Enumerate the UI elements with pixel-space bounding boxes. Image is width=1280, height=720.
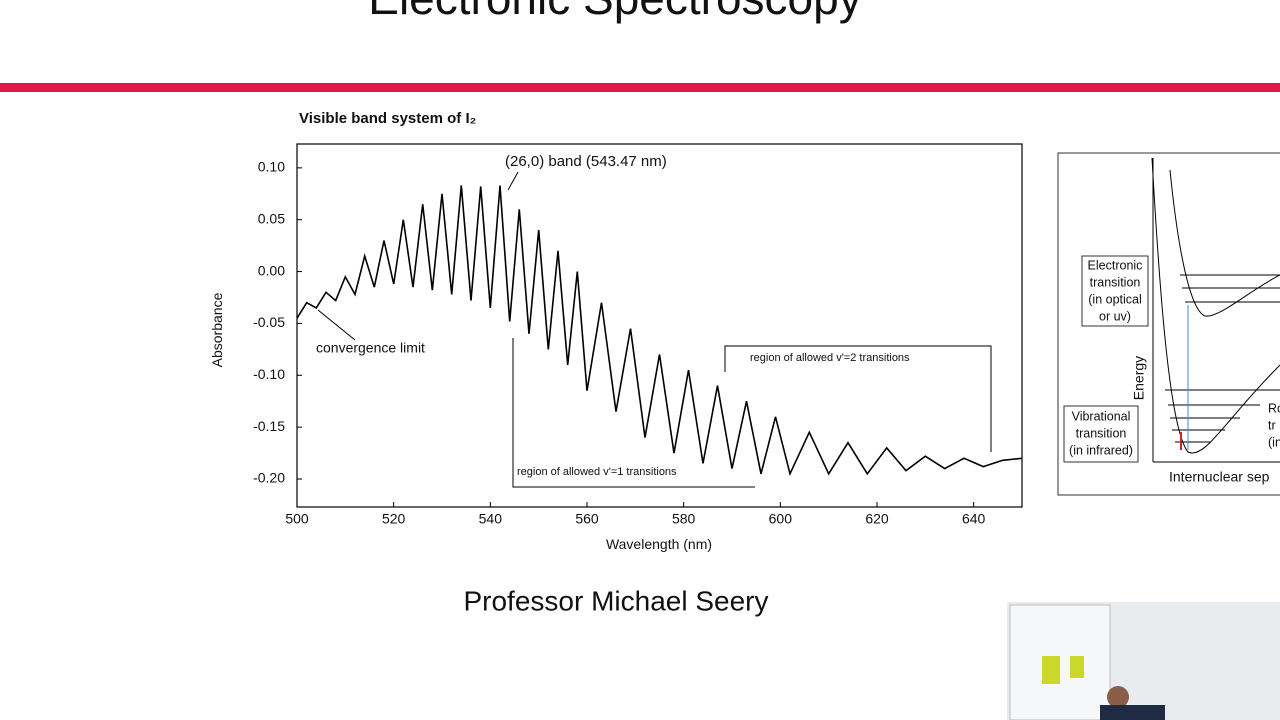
diagram-x-label: Internuclear sep	[1169, 469, 1270, 485]
diagram-label: Electronic	[1088, 258, 1143, 272]
diagram-label: or uv)	[1099, 309, 1131, 323]
y-tick-label: -0.05	[253, 314, 285, 330]
presenter: Professor Michael Seery	[463, 585, 768, 616]
diagram-label: transition	[1076, 426, 1127, 440]
y-tick-label: -0.15	[253, 418, 285, 434]
y-tick-label: -0.10	[253, 366, 285, 382]
diagram-label: (in infrared)	[1069, 443, 1133, 457]
diagram-label: tr	[1268, 418, 1276, 432]
x-tick-label: 620	[865, 511, 889, 527]
annotation: convergence limit	[316, 340, 425, 356]
x-tick-label: 500	[285, 511, 309, 527]
electronic-box	[1081, 255, 1149, 327]
diagram-label: (in optical	[1088, 292, 1142, 306]
title-rule	[0, 83, 1280, 92]
x-tick-label: 540	[479, 511, 503, 527]
x-tick-label: 640	[962, 511, 986, 527]
annotation: region of allowed v'=1 transitions	[517, 466, 677, 478]
levels	[1152, 158, 1280, 463]
annotation: region of allowed v'=2 transitions	[750, 352, 910, 364]
energy-label: Energy	[1131, 356, 1147, 400]
diagram-label: transition	[1090, 275, 1141, 289]
ground-curve	[1151, 157, 1280, 454]
annotation-arrow	[317, 309, 356, 341]
webcam-person	[1100, 705, 1165, 720]
vibrational-box	[1063, 405, 1139, 463]
y-axis-label: Absorbance	[209, 292, 225, 367]
chart-title: Visible band system of I₂	[299, 110, 476, 127]
y-tick-label: 0.10	[258, 159, 285, 175]
x-tick-label: 580	[672, 511, 696, 527]
slide-title: Electronic Spectroscopy	[368, 0, 861, 24]
webcam-sign	[1042, 656, 1060, 684]
excited-curve	[1169, 169, 1280, 317]
region-bracket	[512, 338, 755, 488]
x-tick-label: 520	[382, 511, 406, 527]
y-tick-label: 0.05	[258, 210, 285, 226]
x-tick-label: 560	[575, 511, 599, 527]
webcam-sign	[1070, 656, 1084, 678]
spectrum-line	[296, 185, 1023, 477]
x-tick-label: 600	[769, 511, 793, 527]
diagram-label: Vibrational	[1072, 409, 1131, 423]
diagram-label: Ro	[1268, 401, 1280, 415]
y-tick-label: 0.00	[258, 262, 285, 278]
annotation: (26,0) band (543.47 nm)	[505, 153, 667, 170]
plot-frame	[296, 143, 1023, 508]
webcam-person	[1107, 686, 1129, 708]
annotation-arrow	[507, 171, 519, 191]
x-axis-label: Wavelength (nm)	[606, 536, 712, 552]
y-tick-label: -0.20	[253, 470, 285, 486]
region-bracket	[724, 345, 992, 452]
diagram-label: (in r	[1268, 435, 1280, 449]
